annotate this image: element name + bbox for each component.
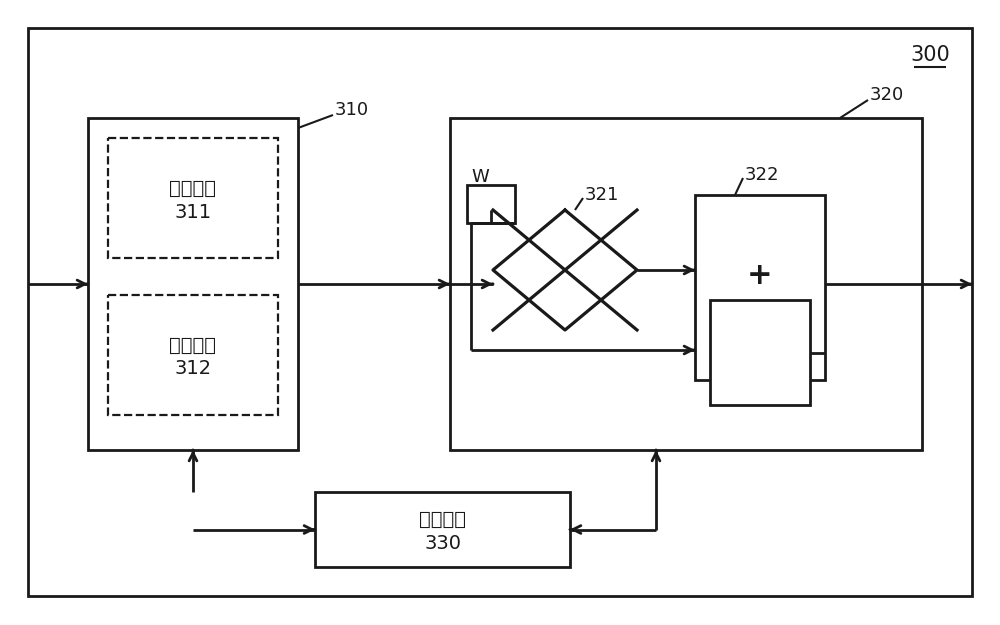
Text: 乘加电路: 乘加电路: [170, 336, 216, 354]
Text: 311: 311: [174, 202, 212, 221]
Text: 321: 321: [585, 186, 619, 204]
Bar: [108, 295, 278, 415]
Text: 300: 300: [910, 45, 950, 65]
Text: 320: 320: [870, 86, 904, 104]
Bar: [88, 118, 298, 450]
Text: 乘法电路: 乘法电路: [170, 179, 216, 198]
Text: 存储电路: 存储电路: [419, 510, 466, 529]
Text: 322: 322: [745, 166, 780, 184]
Text: +: +: [747, 261, 773, 289]
Bar: [467, 185, 515, 223]
Text: 330: 330: [424, 534, 461, 553]
Bar: [695, 195, 825, 380]
Text: 312: 312: [174, 359, 212, 379]
Text: W: W: [471, 168, 489, 186]
Bar: [710, 300, 810, 405]
Bar: [108, 138, 278, 258]
Bar: [315, 492, 570, 567]
Bar: [450, 118, 922, 450]
Text: 310: 310: [335, 101, 369, 119]
